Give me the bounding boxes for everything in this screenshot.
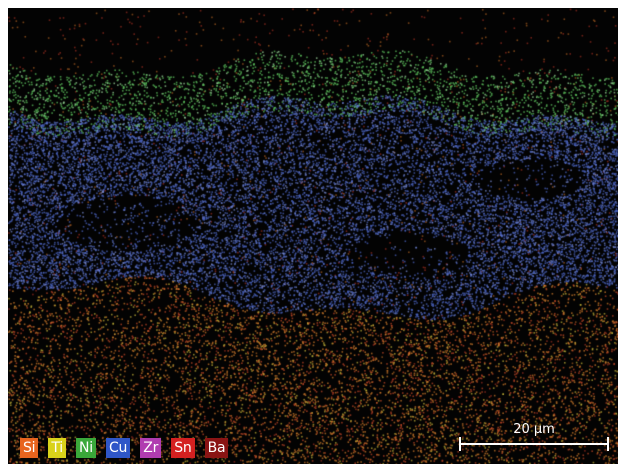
element-legend: Si Ti Ni Cu Zr Sn Ba — [20, 438, 229, 458]
legend-chip-ba: Ba — [204, 438, 229, 458]
eds-element-map: Si Ti Ni Cu Zr Sn Ba 20 µm — [8, 8, 618, 464]
scale-bar-line — [460, 443, 608, 445]
legend-chip-ti: Ti — [48, 438, 67, 458]
scale-bar-label: 20 µm — [513, 422, 555, 437]
legend-chip-cu: Cu — [105, 438, 131, 458]
legend-chip-zr: Zr — [140, 438, 162, 458]
legend-chip-si: Si — [20, 438, 39, 458]
legend-chip-sn: Sn — [171, 438, 195, 458]
element-dot-map — [8, 8, 618, 464]
scale-bar-left-tick — [459, 437, 461, 451]
scale-bar-right-tick — [607, 437, 609, 451]
scale-bar: 20 µm — [458, 422, 610, 452]
legend-chip-ni: Ni — [76, 438, 96, 458]
